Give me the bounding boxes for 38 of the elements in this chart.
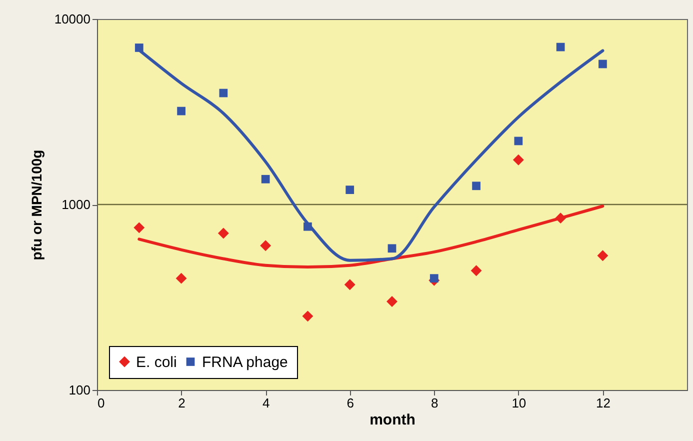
point bbox=[261, 174, 270, 184]
point bbox=[304, 222, 312, 231]
point bbox=[346, 186, 354, 194]
x-tick-label: 0 bbox=[98, 396, 105, 410]
point bbox=[555, 212, 566, 224]
x-tick-label: 2 bbox=[178, 396, 186, 410]
point bbox=[260, 240, 272, 252]
point bbox=[514, 136, 523, 146]
line-series bbox=[138, 204, 604, 269]
x-tick-label: 12 bbox=[596, 396, 610, 410]
point bbox=[177, 106, 186, 116]
x-axis-title: month bbox=[370, 412, 416, 428]
point bbox=[597, 250, 608, 262]
legend-label: E. coli bbox=[136, 354, 177, 371]
point bbox=[302, 310, 314, 322]
legend-label: FRNA phage bbox=[202, 354, 288, 371]
x-tick-label: 8 bbox=[431, 396, 438, 410]
point bbox=[218, 228, 229, 239]
point bbox=[219, 88, 228, 98]
y-axis-title: pfu or MPN/100g bbox=[28, 150, 44, 260]
point bbox=[472, 182, 480, 190]
y-tick-label: 100 bbox=[68, 382, 90, 398]
y-tick-label: 10000 bbox=[54, 12, 90, 26]
point bbox=[386, 296, 398, 307]
point bbox=[430, 274, 438, 282]
point bbox=[176, 272, 187, 284]
point bbox=[556, 42, 565, 52]
point bbox=[134, 44, 144, 52]
point bbox=[388, 244, 396, 253]
point bbox=[598, 60, 607, 68]
x-tick-label: 10 bbox=[512, 396, 526, 410]
point bbox=[344, 279, 356, 290]
point bbox=[512, 154, 524, 166]
x-tick-label: 6 bbox=[346, 396, 354, 410]
x-tick-label: 4 bbox=[262, 396, 270, 410]
y-tick-label: 1000 bbox=[62, 197, 90, 212]
point bbox=[134, 222, 145, 234]
point bbox=[470, 265, 482, 276]
